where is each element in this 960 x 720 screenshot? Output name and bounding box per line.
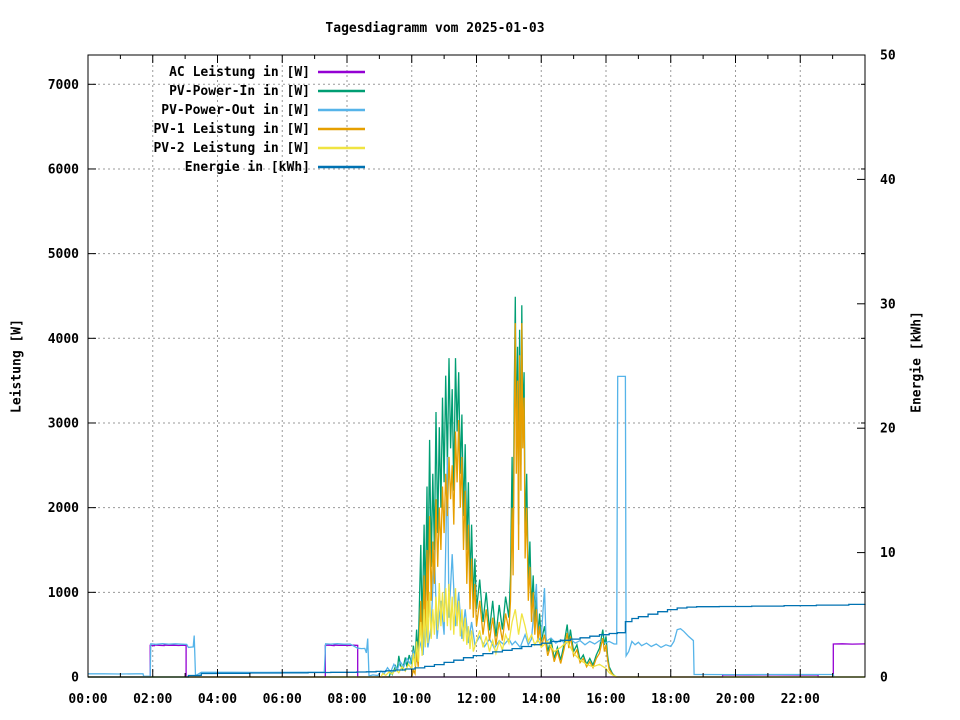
- chart-title: Tagesdiagramm vom 2025-01-03: [325, 21, 545, 36]
- y-axis-label-energie: Energie [kWh]: [909, 311, 925, 413]
- y2-tick-label: 40: [880, 173, 896, 188]
- x-tick-label: 20:00: [716, 692, 755, 707]
- y-tick-label: 7000: [48, 78, 79, 93]
- series-energie-in-kwh-: [88, 603, 866, 678]
- y-tick-label: 6000: [48, 162, 79, 177]
- x-tick-label: 06:00: [263, 692, 302, 707]
- x-tick-label: 00:00: [68, 692, 107, 707]
- legend-label: PV-Power-Out in [W]: [161, 103, 310, 118]
- legend-label: PV-Power-In in [W]: [169, 84, 310, 99]
- y-tick-label: 3000: [48, 416, 79, 431]
- y-tick-label: 2000: [48, 501, 79, 516]
- y-tick-label: 1000: [48, 586, 79, 601]
- x-tick-label: 18:00: [651, 692, 690, 707]
- legend-label: PV-1 Leistung in [W]: [153, 122, 310, 137]
- series-pv-power-in-in-w-: [88, 296, 865, 678]
- y2-tick-label: 0: [880, 671, 888, 686]
- x-tick-label: 16:00: [586, 692, 625, 707]
- x-tick-label: 02:00: [133, 692, 172, 707]
- x-tick-label: 12:00: [457, 692, 496, 707]
- series-pv-2-leistung-in-w-: [88, 582, 865, 678]
- y-tick-label: 5000: [48, 247, 79, 262]
- series-pv-1-leistung-in-w-: [88, 323, 865, 678]
- x-tick-label: 08:00: [327, 692, 366, 707]
- y-tick-label: 0: [71, 671, 79, 686]
- x-tick-label: 14:00: [522, 692, 561, 707]
- y-tick-label: 4000: [48, 332, 79, 347]
- legend-label: AC Leistung in [W]: [169, 65, 310, 80]
- y2-tick-label: 50: [880, 49, 896, 64]
- legend-label: PV-2 Leistung in [W]: [153, 141, 310, 156]
- y2-tick-label: 20: [880, 422, 896, 437]
- y-axis-label-leistung: Leistung [W]: [9, 319, 25, 413]
- y2-tick-label: 10: [880, 546, 896, 561]
- y2-tick-label: 30: [880, 297, 896, 312]
- x-tick-label: 10:00: [392, 692, 431, 707]
- legend-label: Energie in [kWh]: [185, 160, 310, 175]
- x-tick-label: 22:00: [781, 692, 820, 707]
- x-tick-label: 04:00: [198, 692, 237, 707]
